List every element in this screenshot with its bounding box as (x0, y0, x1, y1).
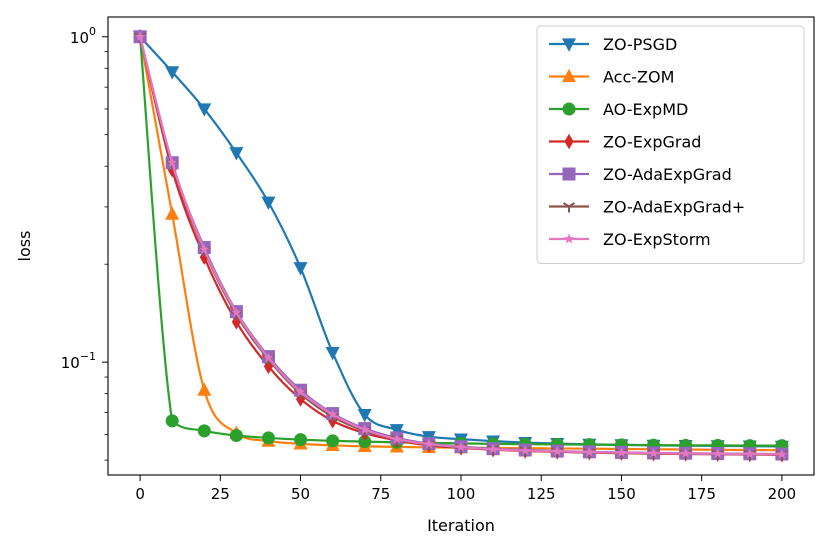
legend-marker (562, 38, 576, 52)
y-axis: 100 10−1 (61, 25, 108, 461)
data-point (487, 443, 499, 454)
data-point (295, 386, 306, 397)
series-layer (133, 29, 789, 463)
x-tick-label: 200 (768, 485, 797, 503)
series-zo-expstorm (134, 31, 788, 459)
data-point (325, 346, 340, 361)
data-point (552, 445, 563, 456)
data-point (229, 147, 244, 161)
x-axis-label: Iteration (427, 516, 495, 535)
series-line (139, 36, 782, 456)
data-point (197, 103, 212, 117)
legend-item: ZO-AdaExpGrad+ (549, 198, 745, 217)
data-point (165, 66, 180, 80)
legend-item: Acc-ZOM (549, 68, 674, 87)
y-tick-label: 10−1 (61, 350, 96, 372)
data-point (231, 307, 242, 318)
legend-item: ZO-ExpStorm (549, 230, 711, 249)
data-point (519, 445, 531, 455)
data-point (293, 262, 308, 276)
legend-label: ZO-PSGD (603, 35, 677, 54)
data-point (294, 433, 308, 447)
data-point (197, 424, 211, 438)
x-axis: 0 25 50 75 100 125 150 175 200 (135, 475, 796, 503)
legend-marker (562, 202, 576, 213)
x-tick-label: 125 (527, 485, 556, 503)
legend-marker (562, 102, 576, 116)
data-point (712, 448, 723, 459)
series-line (138, 36, 782, 447)
data-point (616, 447, 627, 458)
data-point (648, 447, 659, 458)
data-point (229, 429, 243, 443)
data-point (199, 243, 210, 254)
legend-item: ZO-AdaExpGrad (549, 165, 732, 184)
x-tick-label: 0 (135, 485, 145, 503)
data-point (134, 31, 146, 42)
data-point (423, 438, 435, 449)
legend-marker (564, 133, 574, 150)
legend-label: ZO-AdaExpGrad+ (603, 198, 745, 217)
data-point (165, 414, 179, 428)
x-tick-label: 75 (371, 485, 390, 503)
data-point (326, 434, 340, 448)
x-tick-label: 25 (211, 485, 230, 503)
data-point (359, 424, 370, 435)
data-point (358, 435, 372, 449)
legend-item: AO-ExpMD (549, 100, 688, 119)
data-point (389, 424, 404, 438)
legend-label: ZO-ExpGrad (603, 133, 701, 152)
data-point (357, 408, 372, 423)
legend-label: ZO-AdaExpGrad (603, 165, 732, 184)
data-point (261, 196, 276, 210)
legend-marker (563, 233, 575, 244)
data-point (197, 382, 212, 396)
x-tick-label: 100 (447, 485, 476, 503)
x-tick-label: 150 (607, 485, 636, 503)
x-tick-label: 175 (687, 485, 716, 503)
data-point (231, 314, 241, 330)
y-axis-label: loss (15, 231, 34, 262)
data-point (263, 352, 274, 363)
data-point (680, 447, 691, 458)
legend-item: ZO-PSGD (549, 35, 677, 54)
data-point (165, 206, 180, 220)
data-point (744, 448, 756, 459)
legend-frame (536, 25, 805, 264)
legend-marker (562, 68, 576, 83)
legend-marker (562, 167, 576, 181)
legend-label: Acc-ZOM (603, 68, 674, 87)
y-tick-label: 100 (70, 25, 96, 47)
data-point (584, 446, 595, 457)
legend-item: ZO-ExpGrad (549, 133, 701, 152)
legend-label: ZO-ExpStorm (603, 230, 711, 249)
x-tick-label: 50 (291, 485, 310, 503)
data-point (391, 433, 403, 444)
data-point (327, 409, 338, 420)
data-point (776, 448, 788, 459)
legend: ZO-PSGD Acc-ZOM AO-ExpMD ZO-ExpGrad ZO-AdaEx… (536, 25, 805, 264)
data-point (455, 441, 467, 452)
legend-label: AO-ExpMD (603, 100, 688, 119)
data-point (261, 431, 275, 445)
data-point (166, 157, 178, 168)
